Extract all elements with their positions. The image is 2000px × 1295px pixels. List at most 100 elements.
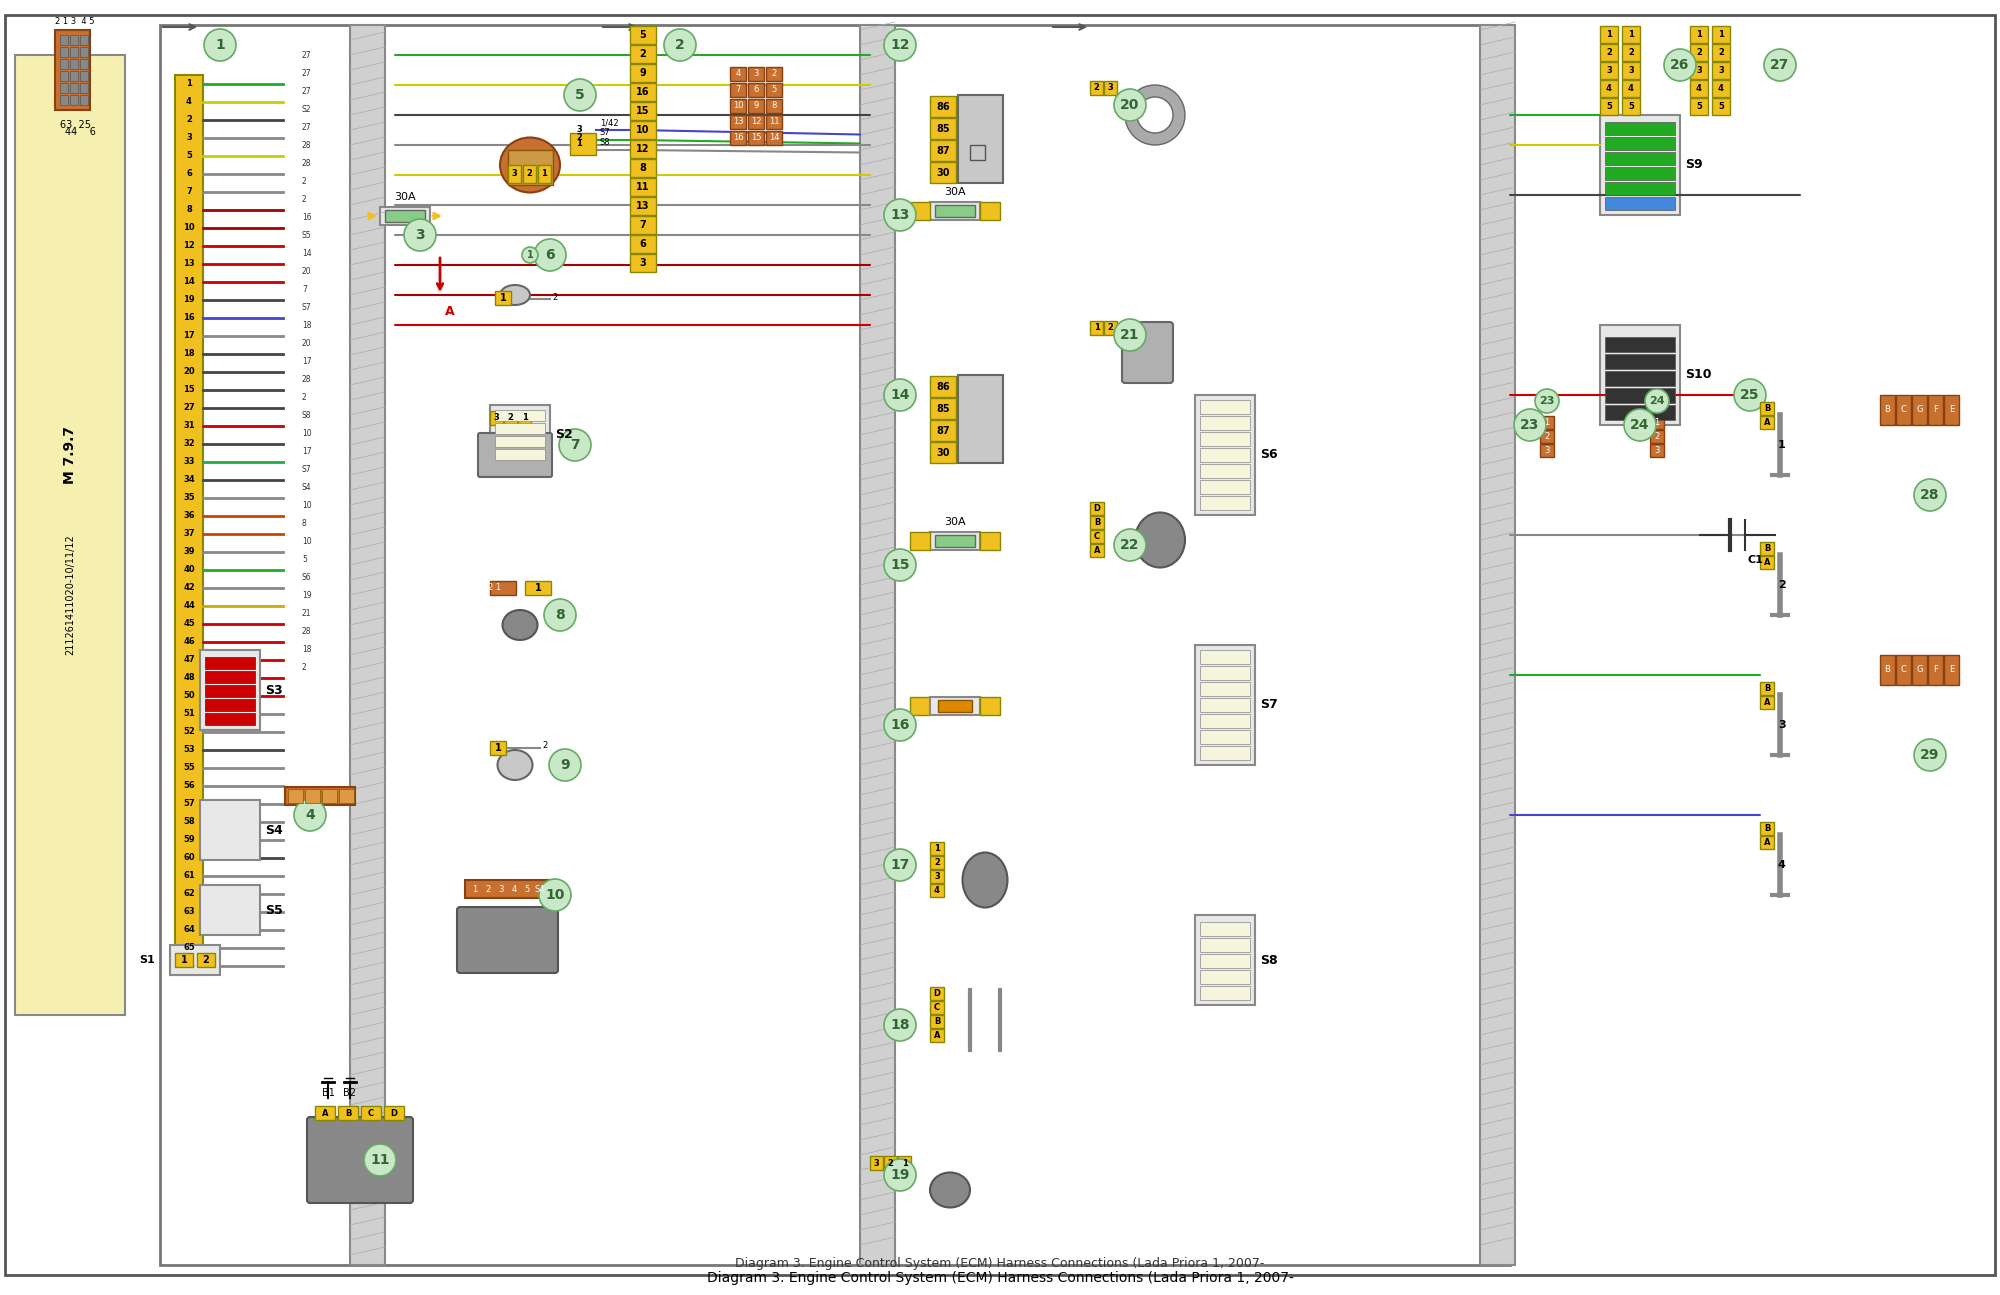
Text: A: A [934,1031,940,1040]
Text: 25: 25 [1740,388,1760,401]
Text: S8: S8 [302,411,312,420]
FancyBboxPatch shape [930,376,956,398]
Text: 10: 10 [184,224,194,233]
FancyBboxPatch shape [288,789,304,803]
FancyBboxPatch shape [1200,650,1250,664]
Text: A: A [1764,698,1770,707]
FancyBboxPatch shape [766,98,782,113]
Text: S5: S5 [302,231,312,240]
Text: 12: 12 [750,118,762,127]
Text: 10: 10 [546,888,564,903]
FancyBboxPatch shape [1200,682,1250,695]
Text: 27: 27 [302,123,312,132]
Text: 2: 2 [772,70,776,79]
FancyBboxPatch shape [70,60,78,69]
Text: 3: 3 [1628,66,1634,75]
Text: C: C [1900,405,1906,414]
FancyBboxPatch shape [1200,714,1250,728]
Text: 28: 28 [302,158,312,167]
FancyBboxPatch shape [748,83,764,97]
FancyBboxPatch shape [630,254,656,272]
FancyBboxPatch shape [1712,80,1730,97]
FancyBboxPatch shape [936,205,976,218]
Text: G: G [1916,666,1922,675]
FancyBboxPatch shape [496,291,512,306]
FancyBboxPatch shape [1200,448,1250,462]
Text: 1: 1 [1654,418,1660,427]
Text: S9: S9 [1684,158,1702,171]
Text: 1: 1 [1544,418,1550,427]
Text: 56: 56 [184,781,194,790]
Text: 4: 4 [186,97,192,106]
FancyBboxPatch shape [1712,98,1730,115]
Text: S6: S6 [302,572,312,581]
FancyBboxPatch shape [1200,730,1250,745]
Text: S8: S8 [600,139,610,148]
FancyBboxPatch shape [490,405,550,465]
FancyBboxPatch shape [930,870,944,883]
FancyBboxPatch shape [1896,655,1912,685]
FancyBboxPatch shape [1600,62,1618,79]
Text: 17: 17 [302,356,312,365]
FancyBboxPatch shape [60,71,68,82]
Text: 23: 23 [1540,396,1554,407]
FancyBboxPatch shape [308,1118,414,1203]
Text: A: A [1094,546,1100,556]
FancyBboxPatch shape [1690,26,1708,43]
Text: 55: 55 [184,764,194,773]
Text: 2: 2 [302,176,306,185]
Text: B: B [934,1017,940,1026]
Text: 1: 1 [522,413,528,422]
FancyBboxPatch shape [930,884,944,897]
FancyBboxPatch shape [936,535,976,546]
Text: 33: 33 [184,457,194,466]
Text: 24: 24 [1630,418,1650,433]
Text: G: G [1916,405,1922,414]
Text: S4: S4 [302,483,312,492]
Text: A: A [1764,838,1770,847]
FancyBboxPatch shape [630,26,656,44]
FancyBboxPatch shape [338,1106,358,1120]
FancyBboxPatch shape [630,197,656,215]
Text: 4: 4 [1696,84,1702,93]
Circle shape [1664,49,1696,82]
Text: B: B [1884,405,1890,414]
FancyBboxPatch shape [1200,970,1250,984]
FancyBboxPatch shape [630,83,656,101]
FancyBboxPatch shape [980,697,1000,715]
FancyBboxPatch shape [70,71,78,82]
FancyBboxPatch shape [518,411,532,425]
FancyBboxPatch shape [1622,44,1640,61]
Text: E: E [1948,666,1954,675]
FancyBboxPatch shape [1200,698,1250,712]
Text: B1: B1 [322,1088,334,1098]
FancyBboxPatch shape [1912,655,1928,685]
Text: 15: 15 [636,106,650,117]
Text: 1: 1 [542,170,546,179]
FancyBboxPatch shape [60,60,68,69]
FancyBboxPatch shape [490,411,504,425]
FancyBboxPatch shape [1600,26,1618,43]
FancyBboxPatch shape [930,118,956,139]
Text: 27: 27 [1770,58,1790,73]
Text: 27: 27 [184,404,194,413]
Text: 2: 2 [1544,433,1550,442]
FancyBboxPatch shape [730,131,746,145]
FancyBboxPatch shape [1604,388,1676,403]
Text: 1: 1 [902,1159,908,1168]
Text: 19: 19 [302,591,312,600]
FancyBboxPatch shape [1540,416,1554,429]
FancyBboxPatch shape [1104,321,1116,335]
Text: 6: 6 [754,85,758,95]
Text: 5: 5 [576,88,584,102]
FancyBboxPatch shape [206,714,256,725]
FancyBboxPatch shape [1650,416,1664,429]
FancyBboxPatch shape [1600,325,1680,425]
FancyBboxPatch shape [478,433,552,477]
Text: 12: 12 [890,38,910,52]
Text: C1: C1 [1748,556,1762,565]
Text: C: C [368,1109,374,1118]
Text: 4: 4 [736,70,740,79]
Text: F: F [1934,666,1938,675]
Circle shape [364,1143,396,1176]
